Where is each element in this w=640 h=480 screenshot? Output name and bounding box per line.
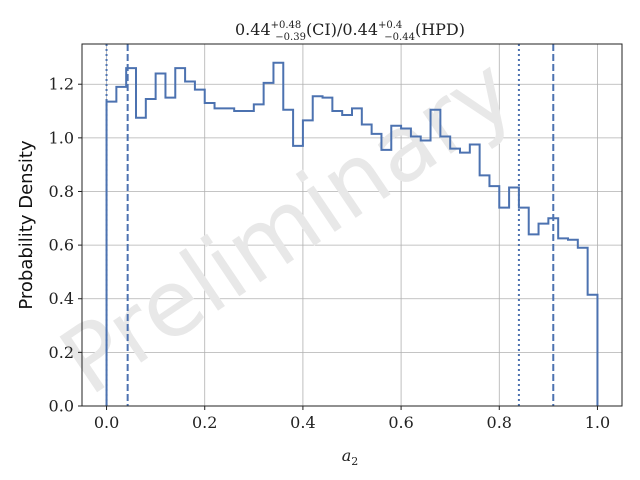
- title-ci-sub: −0.39: [275, 32, 306, 43]
- y-tick-label: 0.2: [49, 343, 74, 362]
- grid-lines: [82, 44, 622, 407]
- y-tick-label: 1.0: [49, 128, 74, 147]
- x-tick-label: 0.6: [388, 413, 413, 432]
- x-axis-label: a2: [342, 446, 359, 468]
- x-tick-label: 0.4: [290, 413, 315, 432]
- title-value: 0.44: [235, 20, 271, 39]
- x-tick-label: 0.2: [192, 413, 217, 432]
- histogram-step-line: [105, 61, 599, 406]
- title-hpd-label: (HPD): [415, 20, 465, 39]
- title-value2: 0.44: [342, 20, 378, 39]
- y-axis-label: Probability Density: [16, 140, 37, 310]
- interval-lines: [105, 44, 555, 406]
- y-tick-label: 0.6: [49, 236, 74, 255]
- x-axis-label-main: a: [342, 446, 352, 465]
- y-tick-label: 0.0: [49, 397, 74, 416]
- x-axis-ticks: 0.0 0.2 0.4 0.6 0.8 1.0: [94, 406, 610, 432]
- y-tick-label: 1.2: [49, 75, 74, 94]
- histogram-series: [105, 61, 599, 406]
- title-ci-label: (CI)/: [306, 20, 343, 39]
- x-axis-label-sub: 2: [351, 455, 358, 468]
- title-ci-sup: +0.48: [271, 20, 302, 31]
- y-tick-label: 0.4: [49, 289, 74, 308]
- y-tick-label: 0.8: [49, 182, 74, 201]
- x-tick-label: 0.0: [94, 413, 119, 432]
- title-hpd-sub: −0.44: [384, 32, 415, 43]
- x-tick-label: 1.0: [585, 413, 610, 432]
- y-axis-ticks: 0.0 0.2 0.4 0.6 0.8 1.0 1.2: [49, 75, 82, 416]
- title-hpd-sup: +0.4: [378, 20, 402, 31]
- chart-title: 0.44+0.48 −0.39(CI)/0.44+0.4 −0.44(HPD): [235, 20, 465, 43]
- plot-frame: [81, 43, 623, 407]
- x-tick-label: 0.8: [487, 413, 512, 432]
